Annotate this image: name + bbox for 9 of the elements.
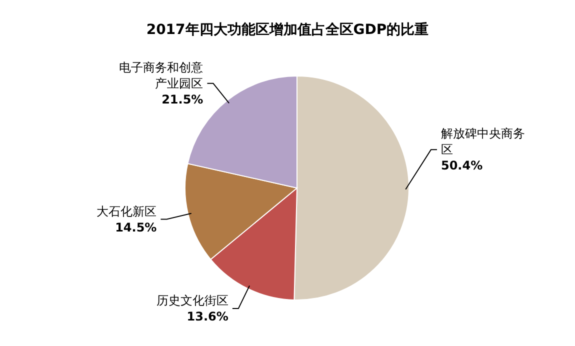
slice-label: 解放碑中央商务区	[440, 126, 525, 157]
chart-title: 2017年四大功能区增加值占全区GDP的比重	[146, 22, 429, 38]
slice-label: 大石化新区	[96, 204, 157, 218]
data-label: 13.6%	[186, 310, 228, 324]
data-label: 14.5%	[115, 220, 157, 234]
slice-label: 历史文化街区	[156, 294, 228, 308]
slice-label: 电子商务和创意产业园区	[119, 60, 204, 90]
data-label: 21.5%	[162, 92, 204, 106]
data-label: 50.4%	[440, 158, 483, 173]
